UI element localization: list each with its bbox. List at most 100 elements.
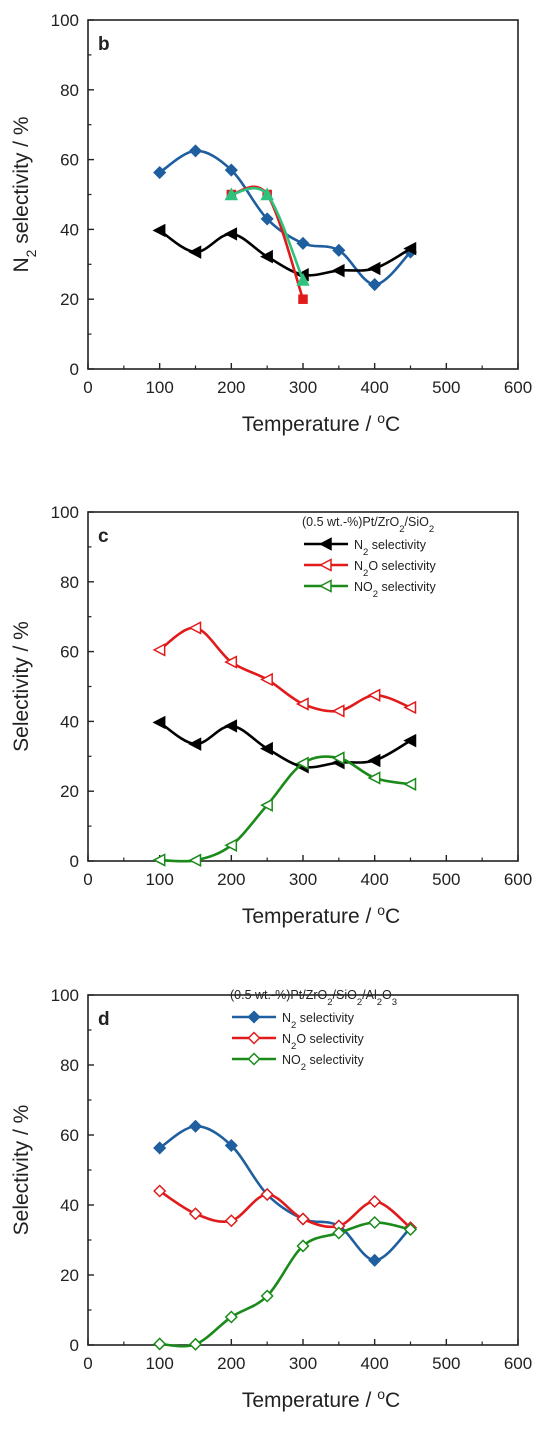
data-point [296, 272, 310, 286]
x-tick-label: 400 [360, 870, 388, 889]
legend-swatch [304, 579, 348, 593]
data-point [403, 1222, 418, 1237]
x-tick-label: 400 [360, 378, 388, 397]
series-1 [152, 621, 417, 718]
y-tick-label: 40 [60, 1196, 79, 1215]
data-point [224, 163, 238, 177]
data-point [368, 1194, 382, 1209]
data-point [152, 643, 166, 657]
series-2 [226, 185, 308, 304]
data-point [296, 1239, 310, 1253]
data-point [296, 236, 310, 250]
data-point [367, 753, 381, 768]
data-point [152, 715, 166, 730]
legend-swatch [304, 537, 348, 551]
chart-svg-b: 0 100 200 300 400 500 600 0 20 40 60 80 100 Temperatu… [10, 11, 532, 436]
series-2 [153, 1215, 418, 1351]
x-tick-label: 500 [432, 378, 460, 397]
series-3 [224, 186, 310, 286]
data-point [188, 1337, 203, 1351]
data-point [153, 1184, 167, 1198]
series-1 [153, 1184, 418, 1235]
y-tick-label: 0 [70, 852, 79, 871]
legend-swatch [304, 558, 348, 572]
series-line [231, 185, 305, 300]
y-tick-label: 0 [70, 360, 79, 379]
data-point [224, 1310, 238, 1324]
y-tick-label: 80 [60, 81, 79, 100]
legend: (0.5 wt.-%)Pt/ZrO2/SiO2/Al2O3 N2 selectiv… [230, 988, 397, 1073]
legend-entry-label: N2 selectivity [354, 538, 427, 558]
y-axis-title: Selectivity / % [10, 1105, 33, 1236]
x-tick-label: 100 [145, 378, 173, 397]
x-tick-label: 600 [504, 870, 532, 889]
y-tick-label: 80 [60, 1056, 79, 1075]
data-point [260, 1187, 274, 1202]
chart-svg-c: 0 100 200 300 400 500 600 0 20 40 60 80 100 Temperatu… [10, 503, 532, 928]
series-line [158, 149, 412, 286]
data-point [367, 688, 381, 702]
data-point [260, 741, 273, 756]
legend-swatch [232, 1031, 276, 1045]
legend: (0.5 wt.-%)Pt/ZrO2/SiO2 N2 selectivityN2O… [302, 515, 436, 600]
data-point [153, 165, 167, 180]
y-tick-label: 20 [60, 290, 79, 309]
data-point [224, 655, 238, 669]
data-point [403, 241, 417, 256]
x-tick-label: 500 [432, 1354, 460, 1373]
series-line [159, 755, 411, 863]
data-point [403, 777, 417, 791]
legend-entry-label: N2 selectivity [282, 1011, 355, 1031]
data-point [298, 294, 308, 304]
x-tick-label: 400 [360, 1354, 388, 1373]
data-point [296, 1212, 310, 1226]
data-point [260, 249, 273, 264]
chart-svg-d: 0 100 200 300 400 500 600 0 20 40 60 80 100 Temperatu… [10, 986, 532, 1412]
x-axis-title: Temperature / oC [242, 410, 400, 436]
data-point [368, 277, 382, 292]
panel-letter: c [98, 526, 109, 547]
data-point [153, 1141, 167, 1155]
data-point [188, 245, 202, 259]
chart-panel-d: 0 100 200 300 400 500 600 0 20 40 60 80 100 Temperatu… [0, 975, 550, 1426]
data-point [331, 263, 345, 278]
x-tick-label: 200 [217, 378, 245, 397]
x-axis-title: Temperature / oC [242, 1386, 400, 1412]
plot-frame [87, 19, 519, 370]
x-tick-label: 0 [83, 870, 92, 889]
legend-entry-label: NO2 selectivity [354, 580, 436, 600]
y-axis-title: N2 selectivity / % [10, 116, 39, 272]
data-point [332, 243, 346, 257]
data-point [295, 697, 309, 711]
legend-title: (0.5 wt.-%)Pt/ZrO2/SiO2/Al2O3 [230, 988, 397, 1008]
data-point [153, 1337, 167, 1351]
y-axis-title: Selectivity / % [10, 621, 33, 752]
legend-entry-label: N2O selectivity [282, 1032, 364, 1052]
x-tick-label: 300 [289, 870, 317, 889]
data-point [332, 1226, 346, 1240]
plot-frame [87, 511, 519, 862]
x-tick-label: 300 [289, 1354, 317, 1373]
series-line [159, 1221, 411, 1348]
data-point [403, 733, 417, 748]
x-tick-label: 600 [504, 378, 532, 397]
y-tick-label: 60 [60, 151, 79, 170]
x-tick-label: 100 [145, 1354, 173, 1373]
series-line [158, 1124, 412, 1262]
data-point [224, 227, 238, 241]
data-point [224, 187, 239, 201]
data-point [152, 853, 166, 867]
data-point [260, 798, 273, 812]
panel-letter: b [98, 34, 110, 55]
chart-panel-b: 0 100 200 300 400 500 600 0 20 40 60 80 100 Temperatu… [0, 0, 550, 440]
chart-panel-c: 0 100 200 300 400 500 600 0 20 40 60 80 100 Temperatu… [0, 490, 550, 930]
x-tick-label: 500 [432, 870, 460, 889]
data-point [260, 187, 274, 201]
series-2 [152, 751, 417, 868]
x-tick-label: 200 [217, 870, 245, 889]
x-tick-label: 200 [217, 1354, 245, 1373]
legend-swatch [232, 1010, 276, 1024]
data-point [295, 756, 309, 771]
legend-title: (0.5 wt.-%)Pt/ZrO2/SiO2 [302, 515, 434, 535]
y-tick-label: 60 [60, 643, 79, 662]
